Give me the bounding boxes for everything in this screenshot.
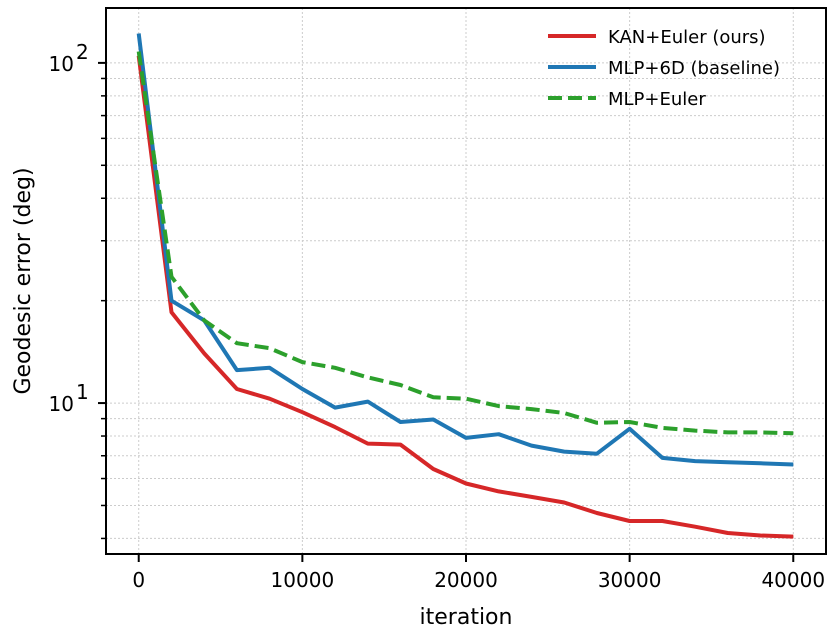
x-tick-label: 0 xyxy=(132,568,145,592)
series-line-3 xyxy=(136,51,794,436)
y-tick-label: 10 xyxy=(49,52,74,76)
x-tick-label: 40000 xyxy=(761,568,825,592)
grid-lines xyxy=(106,8,826,554)
series-lines xyxy=(136,33,794,539)
legend: KAN+Euler (ours) MLP+6D (baseline) MLP+Eul… xyxy=(548,27,780,110)
legend-label: MLP+6D (baseline) xyxy=(608,58,780,79)
y-tick-label: 10 xyxy=(49,392,74,416)
x-tick-label: 10000 xyxy=(271,568,335,592)
y-axis-title: Geodesic error (deg) xyxy=(11,167,36,394)
x-tick-label: 30000 xyxy=(598,568,662,592)
series-line-2 xyxy=(136,33,794,467)
y-tick-exponent: 2 xyxy=(76,40,89,64)
legend-label: KAN+Euler (ours) xyxy=(608,27,766,48)
x-axis-title: iteration xyxy=(420,605,513,630)
x-tick-label: 20000 xyxy=(434,568,498,592)
y-tick-exponent: 1 xyxy=(76,380,89,404)
series-line-1 xyxy=(136,55,794,539)
legend-label: MLP+Euler xyxy=(608,89,706,110)
